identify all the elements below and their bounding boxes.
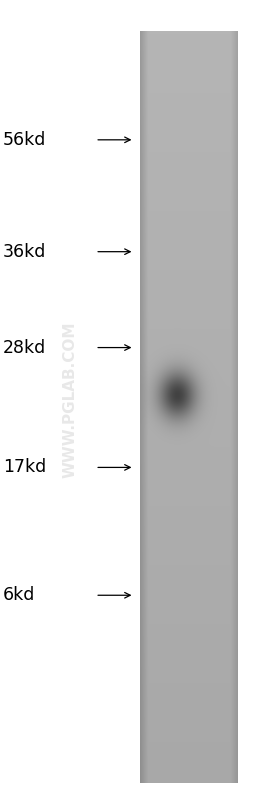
Text: WWW.PGLAB.COM: WWW.PGLAB.COM	[62, 321, 78, 478]
Text: 28kd: 28kd	[3, 339, 46, 356]
Text: 36kd: 36kd	[3, 243, 46, 260]
Text: 17kd: 17kd	[3, 459, 46, 476]
Text: 6kd: 6kd	[3, 586, 35, 604]
Text: 56kd: 56kd	[3, 131, 46, 149]
